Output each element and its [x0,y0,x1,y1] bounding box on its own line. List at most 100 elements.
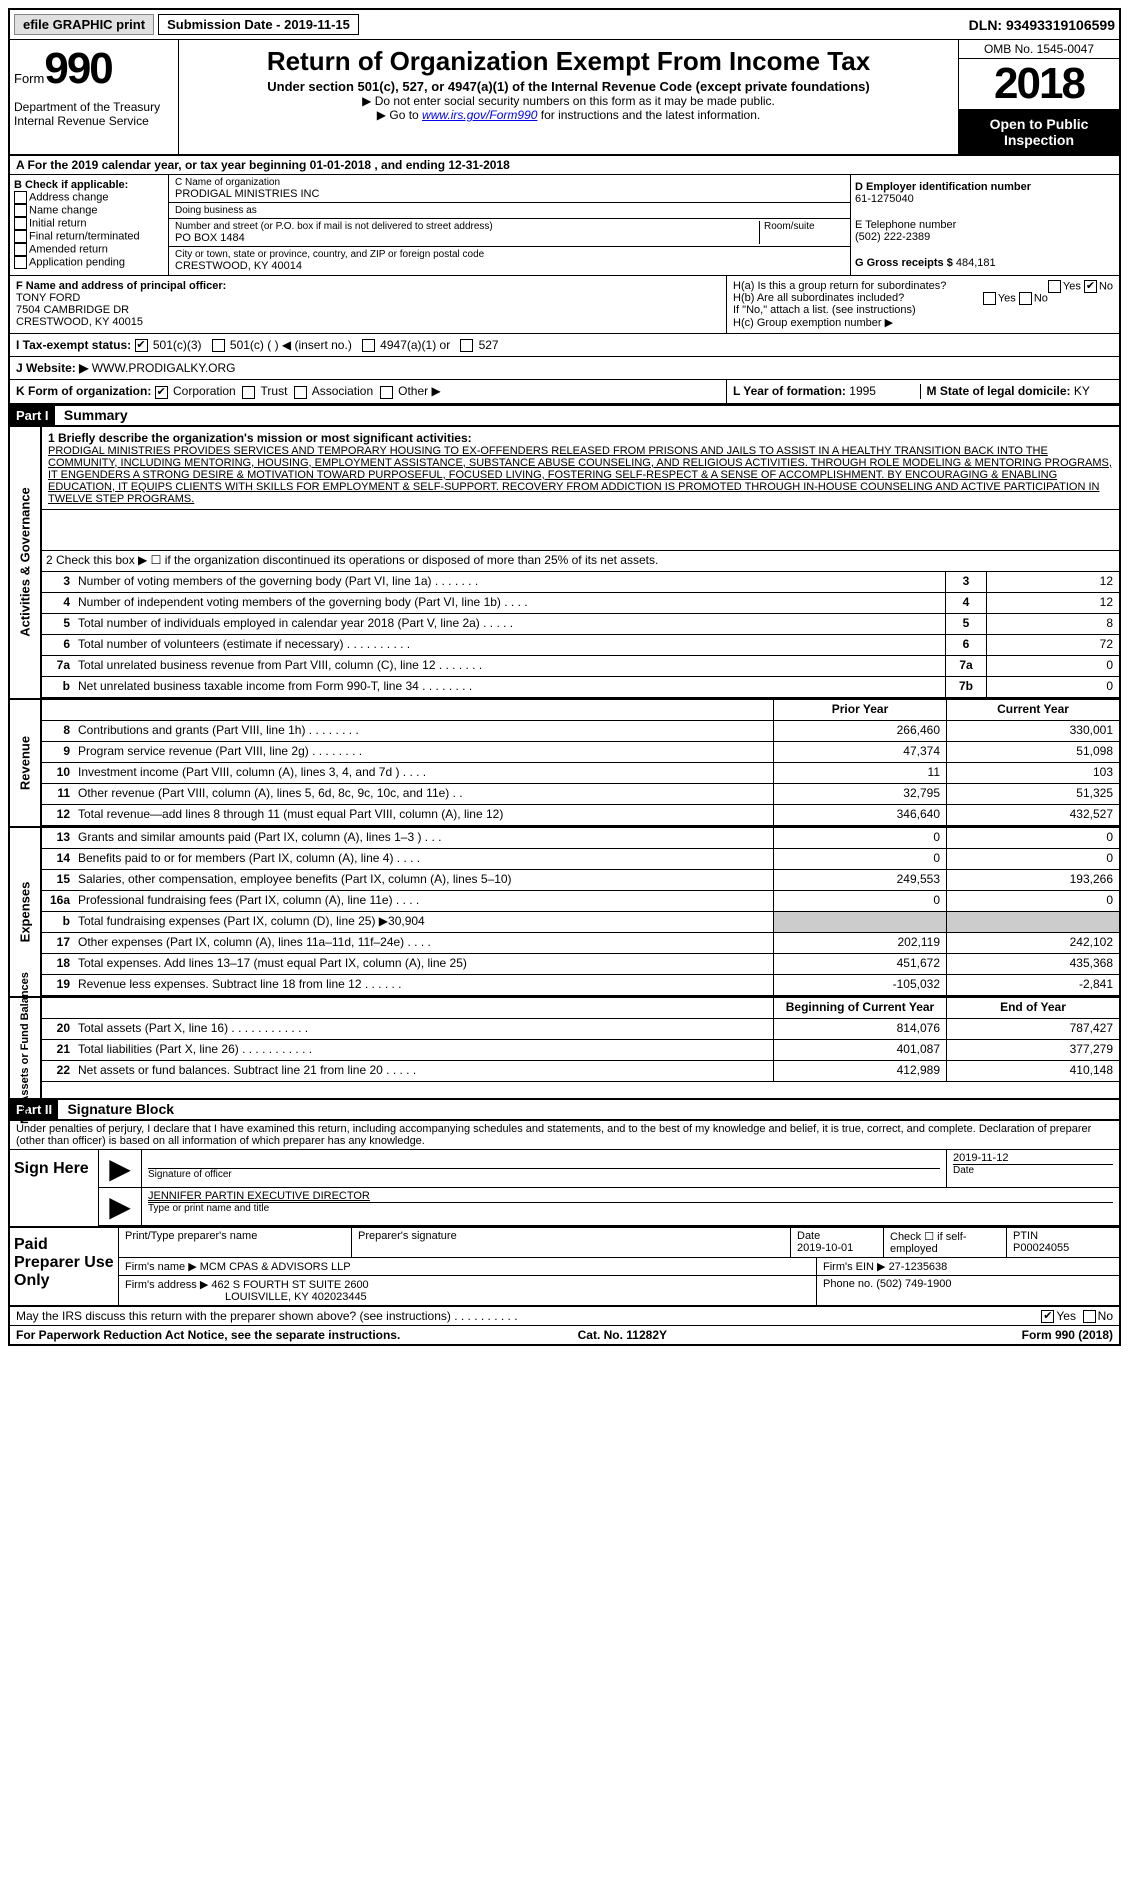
summary-row: 21Total liabilities (Part X, line 26) . … [42,1040,1119,1061]
checkbox-amended-return[interactable] [14,243,27,256]
summary-row: 5Total number of individuals employed in… [42,614,1119,635]
form-subtitle: Under section 501(c), 527, or 4947(a)(1)… [183,79,954,94]
section-j: J Website: ▶ WWW.PRODIGALKY.ORG [10,357,1119,379]
ptin-label: PTIN [1013,1230,1038,1242]
summary-row: 13Grants and similar amounts paid (Part … [42,828,1119,849]
mission-text: PRODIGAL MINISTRIES PROVIDES SERVICES AN… [48,445,1113,505]
b-label: B Check if applicable: [14,179,164,191]
section-c: C Name of organization PRODIGAL MINISTRI… [169,175,851,275]
prep-date: 2019-10-01 [797,1242,853,1254]
footer-right: Form 990 (2018) [1022,1328,1113,1342]
summary-row: 10Investment income (Part VIII, column (… [42,763,1119,784]
m-value: KY [1074,384,1090,398]
officer-addr1: 7504 CAMBRIDGE DR [16,304,720,316]
part1-title: Summary [58,405,134,425]
summary-row: 14Benefits paid to or for members (Part … [42,849,1119,870]
checkbox-other[interactable] [380,386,393,399]
col-end: End of Year [946,998,1119,1018]
hb-label: H(b) Are all subordinates included? [733,292,904,304]
checkbox-ha-no[interactable] [1084,280,1097,293]
sig-date: 2019-11-12 [953,1152,1113,1164]
tel-label: E Telephone number [855,219,1115,231]
firm-ein: 27-1235638 [889,1261,948,1273]
preparer-label: Paid Preparer Use Only [10,1228,119,1305]
checkbox-address-change[interactable] [14,191,27,204]
l-value: 1995 [849,384,876,398]
instruction-line-1: ▶ Do not enter social security numbers o… [183,94,954,108]
phone-value: (502) 749-1900 [876,1278,951,1290]
summary-row: 17Other expenses (Part IX, column (A), l… [42,933,1119,954]
form-title: Return of Organization Exempt From Incom… [183,46,954,77]
summary-row: 18Total expenses. Add lines 13–17 (must … [42,954,1119,975]
part2-header: Part II [10,1100,58,1119]
checkbox-discuss-yes[interactable] [1041,1310,1054,1323]
instruction-line-2-pre: ▶ Go to [377,108,422,122]
col-beginning: Beginning of Current Year [773,998,946,1018]
checkbox-corporation[interactable] [155,386,168,399]
sig-date-label: Date [953,1164,1113,1176]
summary-row: 9Program service revenue (Part VIII, lin… [42,742,1119,763]
checkbox-ha-yes[interactable] [1048,280,1061,293]
prep-name-header: Print/Type preparer's name [119,1228,352,1257]
footer-mid: Cat. No. 11282Y [578,1328,667,1342]
checkbox-discuss-no[interactable] [1083,1310,1096,1323]
tax-period: A For the 2019 calendar year, or tax yea… [10,156,1119,175]
officer-name: TONY FORD [16,292,720,304]
dba-label: Doing business as [175,205,844,216]
side-activities: Activities & Governance [10,427,42,698]
side-net-assets: Net Assets or Fund Balances [10,998,42,1098]
sign-arrow-icon: ▶ [99,1150,142,1187]
city-label: City or town, state or province, country… [175,249,844,260]
j-label: J Website: ▶ [16,361,88,375]
checkbox-hb-no[interactable] [1019,292,1032,305]
street-label: Number and street (or P.O. box if mail i… [175,221,759,232]
summary-row: 12Total revenue—add lines 8 through 11 (… [42,805,1119,826]
firm-name-label: Firm's name ▶ [125,1261,197,1273]
checkbox-trust[interactable] [242,386,255,399]
tax-year: 2018 [959,59,1119,110]
officer-addr2: CRESTWOOD, KY 40015 [16,316,720,328]
m-label: M State of legal domicile: [927,384,1071,398]
summary-row: 22Net assets or fund balances. Subtract … [42,1061,1119,1082]
side-expenses: Expenses [10,828,42,996]
checkbox-hb-yes[interactable] [983,292,996,305]
checkbox-application-pending[interactable] [14,256,27,269]
sig-officer-label: Signature of officer [148,1168,940,1180]
firm-addr2: LOUISVILLE, KY 402023445 [225,1291,367,1303]
summary-row: 8Contributions and grants (Part VIII, li… [42,721,1119,742]
department-label: Department of the Treasury Internal Reve… [14,100,174,128]
form-number: 990 [44,44,111,93]
instruction-line-2-post: for instructions and the latest informat… [537,108,760,122]
tel-value: (502) 222-2389 [855,231,1115,243]
org-name-label: C Name of organization [175,177,844,188]
ptin-value: P00024055 [1013,1242,1069,1254]
checkbox-initial-return[interactable] [14,217,27,230]
open-inspection-label: Open to Public Inspection [959,110,1119,154]
side-revenue: Revenue [10,700,42,826]
ein-label: D Employer identification number [855,181,1115,193]
ha-label: H(a) Is this a group return for subordin… [733,280,946,292]
form-title-block: Return of Organization Exempt From Incom… [179,40,958,154]
l-label: L Year of formation: [733,384,846,398]
checkbox-501c3[interactable] [135,339,148,352]
room-label: Room/suite [759,221,844,244]
sign-arrow-icon-2: ▶ [99,1188,142,1225]
summary-row: 16aProfessional fundraising fees (Part I… [42,891,1119,912]
checkbox-527[interactable] [460,339,473,352]
checkbox-4947[interactable] [362,339,375,352]
section-d: D Employer identification number 61-1275… [851,175,1119,275]
footer-left: For Paperwork Reduction Act Notice, see … [16,1328,400,1342]
efile-print-button[interactable]: efile GRAPHIC print [14,14,154,35]
gross-value: 484,181 [956,257,996,269]
org-name: PRODIGAL MINISTRIES INC [175,188,844,200]
irs-link[interactable]: www.irs.gov/Form990 [422,108,537,122]
checkbox-501c[interactable] [212,339,225,352]
gross-label: G Gross receipts $ [855,257,953,269]
checkbox-final-return[interactable] [14,230,27,243]
checkbox-name-change[interactable] [14,204,27,217]
sig-name-label: Type or print name and title [148,1202,1113,1214]
checkbox-association[interactable] [294,386,307,399]
summary-row: 4Number of independent voting members of… [42,593,1119,614]
omb-number: OMB No. 1545-0047 [959,40,1119,59]
firm-name: MCM CPAS & ADVISORS LLP [200,1261,351,1273]
